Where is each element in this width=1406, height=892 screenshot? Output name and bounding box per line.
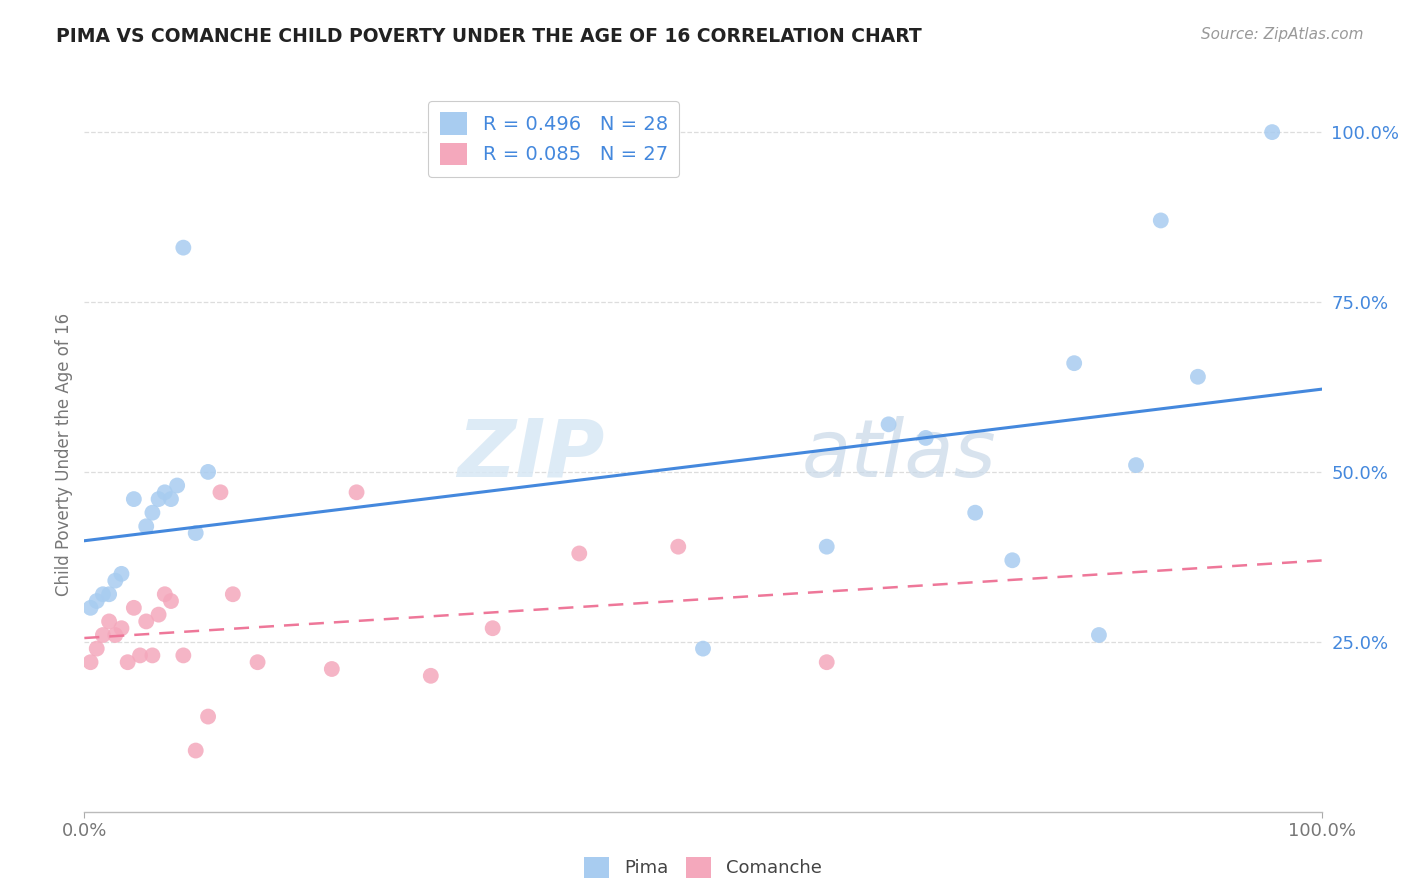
Point	[815, 655, 838, 669]
Point	[815, 540, 838, 554]
Point	[110, 621, 132, 635]
Point	[321, 662, 343, 676]
Point	[135, 519, 157, 533]
Point	[1063, 356, 1085, 370]
Point	[122, 600, 145, 615]
Text: PIMA VS COMANCHE CHILD POVERTY UNDER THE AGE OF 16 CORRELATION CHART: PIMA VS COMANCHE CHILD POVERTY UNDER THE…	[56, 27, 922, 45]
Point	[79, 655, 101, 669]
Text: atlas: atlas	[801, 416, 997, 494]
Point	[110, 566, 132, 581]
Point	[209, 485, 232, 500]
Point	[135, 615, 157, 629]
Point	[141, 648, 163, 663]
Point	[86, 641, 108, 656]
Point	[965, 506, 987, 520]
Point	[153, 587, 176, 601]
Point	[86, 594, 108, 608]
Point	[184, 526, 207, 541]
Point	[129, 648, 152, 663]
Point	[1088, 628, 1111, 642]
Point	[1125, 458, 1147, 472]
Point	[141, 506, 163, 520]
Point	[692, 641, 714, 656]
Point	[160, 492, 183, 507]
Point	[91, 628, 114, 642]
Point	[148, 492, 170, 507]
Point	[160, 594, 183, 608]
Point	[568, 546, 591, 560]
Point	[246, 655, 269, 669]
Text: Source: ZipAtlas.com: Source: ZipAtlas.com	[1201, 27, 1364, 42]
Point	[1001, 553, 1024, 567]
Point	[172, 241, 194, 255]
Point	[104, 574, 127, 588]
Text: ZIP: ZIP	[457, 416, 605, 494]
Point	[666, 540, 689, 554]
Point	[1150, 213, 1173, 227]
Point	[1261, 125, 1284, 139]
Point	[197, 709, 219, 723]
Point	[148, 607, 170, 622]
Point	[117, 655, 139, 669]
Point	[98, 615, 121, 629]
Point	[346, 485, 368, 500]
Point	[877, 417, 900, 432]
Point	[184, 743, 207, 757]
Point	[1187, 369, 1209, 384]
Point	[197, 465, 219, 479]
Point	[91, 587, 114, 601]
Point	[222, 587, 245, 601]
Legend: Pima, Comanche: Pima, Comanche	[576, 849, 830, 885]
Point	[98, 587, 121, 601]
Point	[419, 669, 441, 683]
Point	[481, 621, 503, 635]
Point	[122, 492, 145, 507]
Point	[104, 628, 127, 642]
Y-axis label: Child Poverty Under the Age of 16: Child Poverty Under the Age of 16	[55, 313, 73, 597]
Point	[153, 485, 176, 500]
Point	[172, 648, 194, 663]
Point	[166, 478, 188, 492]
Point	[914, 431, 936, 445]
Point	[79, 600, 101, 615]
